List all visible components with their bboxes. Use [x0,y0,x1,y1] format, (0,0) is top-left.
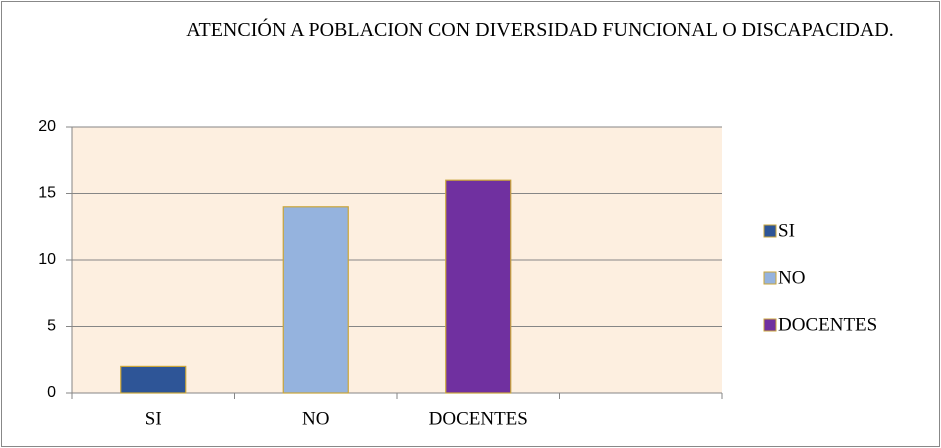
y-tick-label: 20 [38,118,56,135]
bar [120,365,187,394]
chart-title: ATENCIÓN A POBLACION CON DIVERSIDAD FUNC… [186,19,894,41]
y-tick-label: 15 [38,185,56,202]
y-tick-label: 5 [47,318,56,335]
legend-label: DOCENTES [778,314,877,335]
x-tick-label: NO [302,408,329,429]
x-tick-label: SI [145,408,162,429]
y-tick-label: 0 [47,384,56,401]
legend-swatch [763,271,777,285]
legend-swatch [763,224,777,238]
legend-swatch [763,318,777,332]
bar [445,179,512,394]
legend-label: SI [778,220,795,241]
bar [282,206,349,394]
x-tick-label: DOCENTES [429,408,528,429]
y-tick-label: 10 [38,251,56,268]
legend-label: NO [778,267,805,288]
